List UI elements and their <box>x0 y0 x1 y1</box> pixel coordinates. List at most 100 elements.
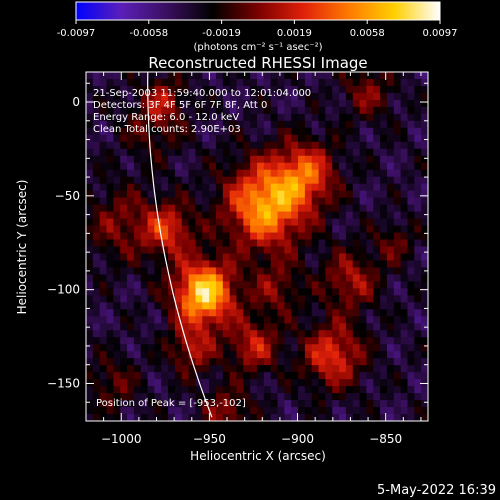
heatmap-cell <box>318 253 326 262</box>
heatmap-cell <box>209 309 217 317</box>
heatmap-cell <box>209 232 217 241</box>
heatmap-cell <box>400 288 409 296</box>
heatmap-cell <box>332 176 340 185</box>
heatmap-cell <box>86 204 94 213</box>
heatmap-cell <box>140 183 149 192</box>
heatmap-cell <box>380 148 388 157</box>
heatmap-cell <box>332 414 340 421</box>
heatmap-cell <box>222 316 231 324</box>
heatmap-cell <box>209 302 217 310</box>
heatmap-cell <box>373 365 381 373</box>
heatmap-cell <box>174 400 183 408</box>
heatmap-cell <box>284 218 292 227</box>
heatmap-cell <box>298 400 306 408</box>
heatmap-cell <box>311 169 320 178</box>
heatmap-cell <box>421 253 428 262</box>
heatmap-cell <box>291 169 299 178</box>
heatmap-cell <box>393 134 402 143</box>
heatmap-cell <box>277 253 285 262</box>
heatmap-cell <box>263 337 272 345</box>
heatmap-cell <box>366 337 374 345</box>
heatmap-cell <box>215 288 224 296</box>
heatmap-cell <box>113 78 121 87</box>
heatmap-cell <box>380 260 388 269</box>
heatmap-cell <box>400 274 409 282</box>
heatmap-cell <box>195 218 203 227</box>
heatmap-cell <box>393 302 402 310</box>
y-tick-label: −100 <box>47 283 80 297</box>
heatmap-cell <box>400 211 409 220</box>
heatmap-cell <box>373 253 381 262</box>
heatmap-cell <box>215 281 224 289</box>
heatmap-cell <box>236 281 244 289</box>
heatmap-cell <box>215 99 224 108</box>
heatmap-cell <box>181 239 190 248</box>
heatmap-cell <box>250 190 258 199</box>
heatmap-cell <box>140 337 149 345</box>
heatmap-cell <box>195 316 203 324</box>
heatmap-cell <box>311 239 320 248</box>
heatmap-cell <box>188 267 197 276</box>
heatmap-cell <box>263 365 272 373</box>
heatmap-cell <box>92 204 101 213</box>
heatmap-cell <box>359 260 368 269</box>
heatmap-cell <box>386 120 395 129</box>
heatmap-cell <box>120 351 128 359</box>
heatmap-cell <box>393 260 402 269</box>
heatmap-cell <box>161 176 169 185</box>
heatmap-cell <box>209 260 217 269</box>
heatmap-cell <box>263 218 272 227</box>
heatmap-cell <box>291 232 299 241</box>
heatmap-cell <box>311 127 320 136</box>
heatmap-cell <box>154 365 162 373</box>
heatmap-cell <box>222 99 231 108</box>
heatmap-cell <box>181 316 190 324</box>
colorbar-tick-label: 0.0058 <box>350 28 385 39</box>
heatmap-cell <box>92 78 101 87</box>
heatmap-cell <box>236 351 244 359</box>
heatmap-cell <box>373 204 381 213</box>
heatmap-cell <box>243 183 251 192</box>
heatmap-cell <box>270 155 279 164</box>
heatmap-cell <box>400 337 409 345</box>
heatmap-cell <box>188 400 197 408</box>
heatmap-cell <box>113 162 121 171</box>
heatmap-cell <box>304 239 313 248</box>
heatmap-cell <box>318 330 326 338</box>
heatmap-cell <box>229 239 238 248</box>
heatmap-cell <box>106 386 114 394</box>
heatmap-cell <box>421 232 428 241</box>
heatmap-cell <box>318 274 326 282</box>
heatmap-cell <box>250 267 258 276</box>
heatmap-cell <box>106 211 114 220</box>
heatmap-cell <box>229 72 238 80</box>
heatmap-cell <box>291 372 299 380</box>
heatmap-cell <box>380 239 388 248</box>
heatmap-cell <box>311 85 320 94</box>
heatmap-cell <box>133 141 142 150</box>
heatmap-cell <box>222 197 231 206</box>
heatmap-cell <box>120 176 128 185</box>
heatmap-cell <box>386 85 395 94</box>
heatmap-cell <box>386 113 395 122</box>
heatmap-cell <box>236 113 244 122</box>
heatmap-cell <box>386 190 395 199</box>
heatmap-cell <box>195 72 203 80</box>
heatmap-cell <box>140 281 149 289</box>
heatmap-cell <box>127 155 135 164</box>
heatmap-cell <box>325 176 333 185</box>
heatmap-cell <box>161 211 169 220</box>
heatmap-cell <box>113 190 121 199</box>
heatmap-cell <box>188 393 197 401</box>
heatmap-cell <box>202 85 210 94</box>
heatmap-cell <box>161 281 169 289</box>
heatmap-cell <box>407 400 415 408</box>
heatmap-cell <box>311 176 320 185</box>
heatmap-cell <box>277 169 285 178</box>
heatmap-cell <box>366 134 374 143</box>
heatmap-cell <box>161 106 169 115</box>
heatmap-cell <box>161 141 169 150</box>
heatmap-cell <box>215 106 224 115</box>
heatmap-cell <box>106 330 114 338</box>
heatmap-cell <box>352 190 361 199</box>
